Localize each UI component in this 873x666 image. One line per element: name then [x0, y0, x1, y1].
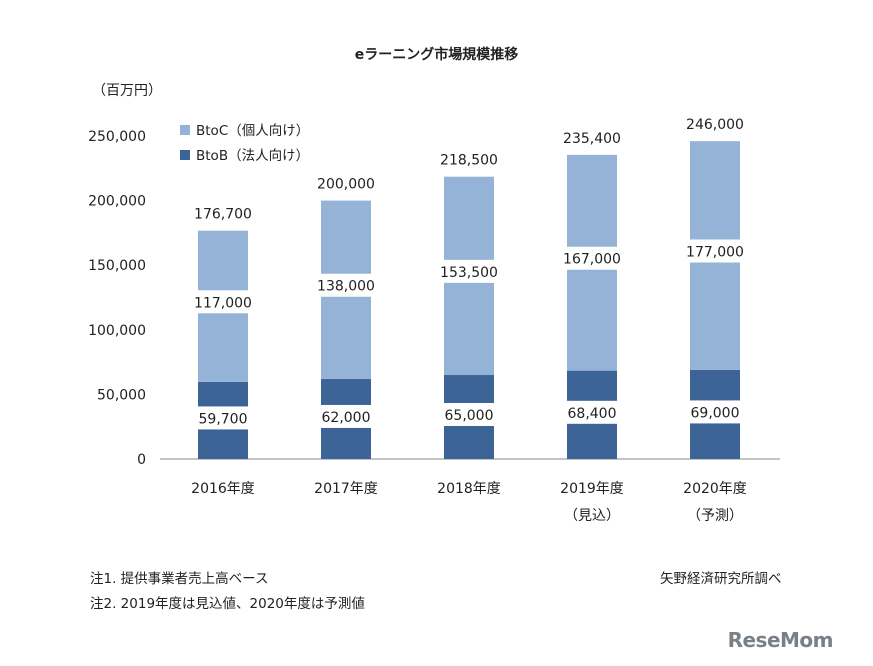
data-label-background: [552, 400, 632, 424]
y-tick-label: 250,000: [88, 129, 146, 145]
data-label-btob: 69,000: [691, 405, 740, 421]
source-note: 矢野経済研究所調べ: [660, 571, 782, 587]
data-label-btoc: 177,000: [686, 245, 744, 261]
y-axis-unit: （百万円）: [92, 83, 162, 99]
data-label-total: 218,500: [440, 153, 498, 169]
x-tick-label: 2017年度: [314, 481, 378, 497]
legend-swatch-btob: [180, 150, 190, 160]
data-label-background: [552, 246, 632, 270]
data-label-btoc: 138,000: [317, 279, 375, 295]
data-label-background: [675, 400, 755, 424]
data-label-background: [306, 404, 386, 428]
data-label-background: [183, 406, 263, 430]
data-label-btoc: 117,000: [194, 295, 252, 311]
data-label-background: [429, 259, 509, 283]
data-label-btob: 68,400: [568, 406, 617, 422]
note-1: 注1. 提供事業者売上高ベース: [90, 571, 269, 587]
watermark-logo: ReseMom: [727, 628, 834, 652]
x-tick-label: 2019年度: [560, 481, 624, 497]
x-tick-sublabel: （予測）: [687, 508, 743, 524]
data-label-total: 176,700: [194, 207, 252, 223]
data-label-btoc: 167,000: [563, 252, 621, 268]
data-label-btob: 59,700: [199, 411, 248, 427]
y-tick-label: 200,000: [88, 194, 146, 210]
x-tick-label: 2016年度: [191, 481, 255, 497]
x-tick-label: 2018年度: [437, 481, 501, 497]
legend-swatch-btoc: [180, 125, 190, 135]
y-tick-label: 150,000: [88, 258, 146, 274]
legend-label-btoc: BtoC（個人向け）: [196, 123, 309, 139]
data-label-total: 235,400: [563, 131, 621, 147]
legend-label-btob: BtoB（法人向け）: [196, 148, 309, 164]
note-2: 注2. 2019年度は見込値、2020年度は予測値: [90, 596, 365, 612]
x-tick-sublabel: （見込）: [564, 508, 620, 524]
data-label-background: [183, 290, 263, 314]
data-label-total: 246,000: [686, 117, 744, 133]
data-label-btob: 62,000: [322, 410, 371, 426]
data-label-background: [306, 273, 386, 297]
y-tick-label: 50,000: [97, 387, 146, 403]
data-label-background: [429, 403, 509, 427]
data-label-total: 200,000: [317, 177, 375, 193]
data-label-background: [675, 239, 755, 263]
y-tick-label: 100,000: [88, 323, 146, 339]
chart-title: eラーニング市場規模推移: [354, 47, 519, 63]
data-label-btoc: 153,500: [440, 265, 498, 281]
data-label-btob: 65,000: [445, 408, 494, 424]
y-tick-label: 0: [137, 452, 146, 468]
x-tick-label: 2020年度: [683, 481, 747, 497]
